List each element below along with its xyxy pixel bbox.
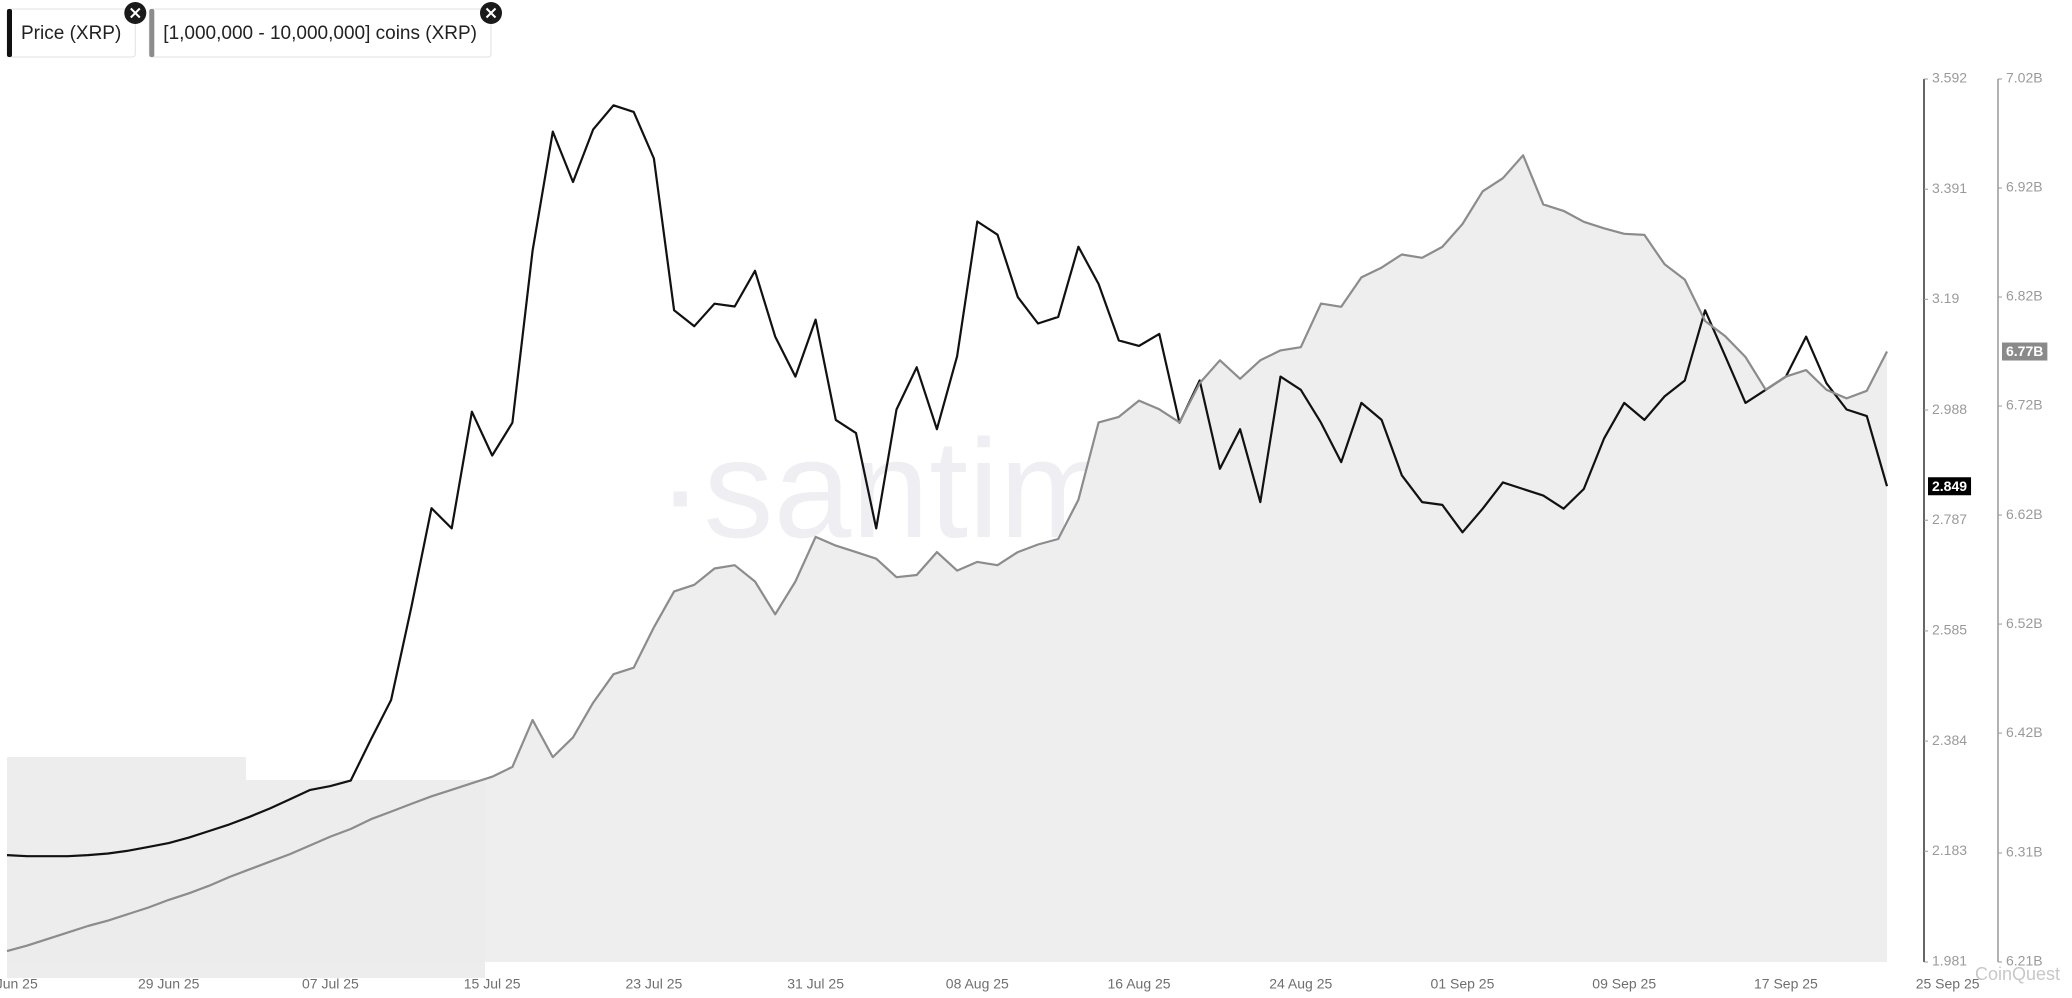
label-layer: 21 Jun 25 29 Jun 25 07 Jul 25 15 Jul 25 23 J… <box>0 976 1980 992</box>
x-tick-label: 29 Jun 25 <box>138 976 200 992</box>
legend-swatch <box>149 9 155 57</box>
y2-tick-label: 6.62B <box>2006 506 2043 522</box>
y-tick-label: 2.787 <box>1932 511 1967 527</box>
y2-tick-label: 6.21B <box>2006 953 2043 969</box>
y2-tick-label: 6.52B <box>2006 615 2043 631</box>
legend-label: Price (XRP) <box>21 23 121 44</box>
x-tick-label: 15 Jul 25 <box>464 976 521 992</box>
x-tick-label: 21 Jun 25 <box>0 976 38 992</box>
last-value-label: 6.77B <box>2006 343 2043 359</box>
y2-tick-label: 7.02B <box>2006 70 2043 86</box>
y2-tick-label: 6.42B <box>2006 724 2043 740</box>
x-tick-label: 25 Sep 25 <box>1916 976 1980 992</box>
series-line <box>6 154 1888 953</box>
y2-tick-label: 6.82B <box>2006 288 2043 304</box>
legend-item: [1,000,000 - 10,000,000] coins (XRP) <box>148 2 502 58</box>
y-tick-label: 2.183 <box>1932 842 1967 858</box>
legend-label: [1,000,000 - 10,000,000] coins (XRP) <box>163 23 477 44</box>
legend-swatch <box>7 9 12 57</box>
y-tick-label: 2.384 <box>1932 732 1967 748</box>
x-tick-label: 07 Jul 25 <box>302 976 359 992</box>
y-tick-label: 1.981 <box>1932 953 1967 969</box>
cover-box <box>7 757 246 978</box>
y-tick-label: 3.391 <box>1932 180 1967 196</box>
last-value-badge <box>1928 477 1972 496</box>
y2-tick-label: 6.31B <box>2006 844 2043 860</box>
front-layer: 1.981 2.183 2.384 2.585 2.787 2.988 3.19 3.391 3… <box>6 2 2060 984</box>
x-tick-label: 24 Aug 25 <box>1269 976 1332 992</box>
x-tick-label: 31 Jul 25 <box>787 976 844 992</box>
close-icon-cross[interactable] <box>130 7 141 19</box>
legend-close-button[interactable] <box>480 2 502 24</box>
legend-item: Price (XRP) <box>6 2 147 58</box>
y2-tick-label: 6.92B <box>2006 179 2043 195</box>
cover-box <box>246 780 485 978</box>
series-line <box>6 104 1889 858</box>
x-tick-label: 01 Sep 25 <box>1431 976 1495 992</box>
last-value-badge <box>2002 342 2048 361</box>
y-tick-label: 3.592 <box>1932 70 1967 86</box>
x-tick-label: 16 Aug 25 <box>1108 976 1171 992</box>
x-tick-label: 08 Aug 25 <box>946 976 1009 992</box>
legend-close-button[interactable] <box>124 2 147 24</box>
y-tick-label: 2.988 <box>1932 401 1967 417</box>
series-area <box>7 155 1887 963</box>
x-tick-label: 17 Sep 25 <box>1754 976 1818 992</box>
close-icon-cross[interactable] <box>485 7 497 19</box>
y2-tick-label: 6.72B <box>2006 397 2043 413</box>
credit: CoinQuest <box>1975 964 2060 984</box>
y-tick-label: 2.585 <box>1932 622 1967 638</box>
x-tick-label: 23 Jul 25 <box>625 976 682 992</box>
x-tick-label: 09 Sep 25 <box>1592 976 1656 992</box>
y-tick-label: 3.19 <box>1932 290 1959 306</box>
line-layer <box>6 104 1889 953</box>
background-layer: ·santiment· <box>7 155 1887 963</box>
last-value-label: 2.849 <box>1932 478 1967 494</box>
